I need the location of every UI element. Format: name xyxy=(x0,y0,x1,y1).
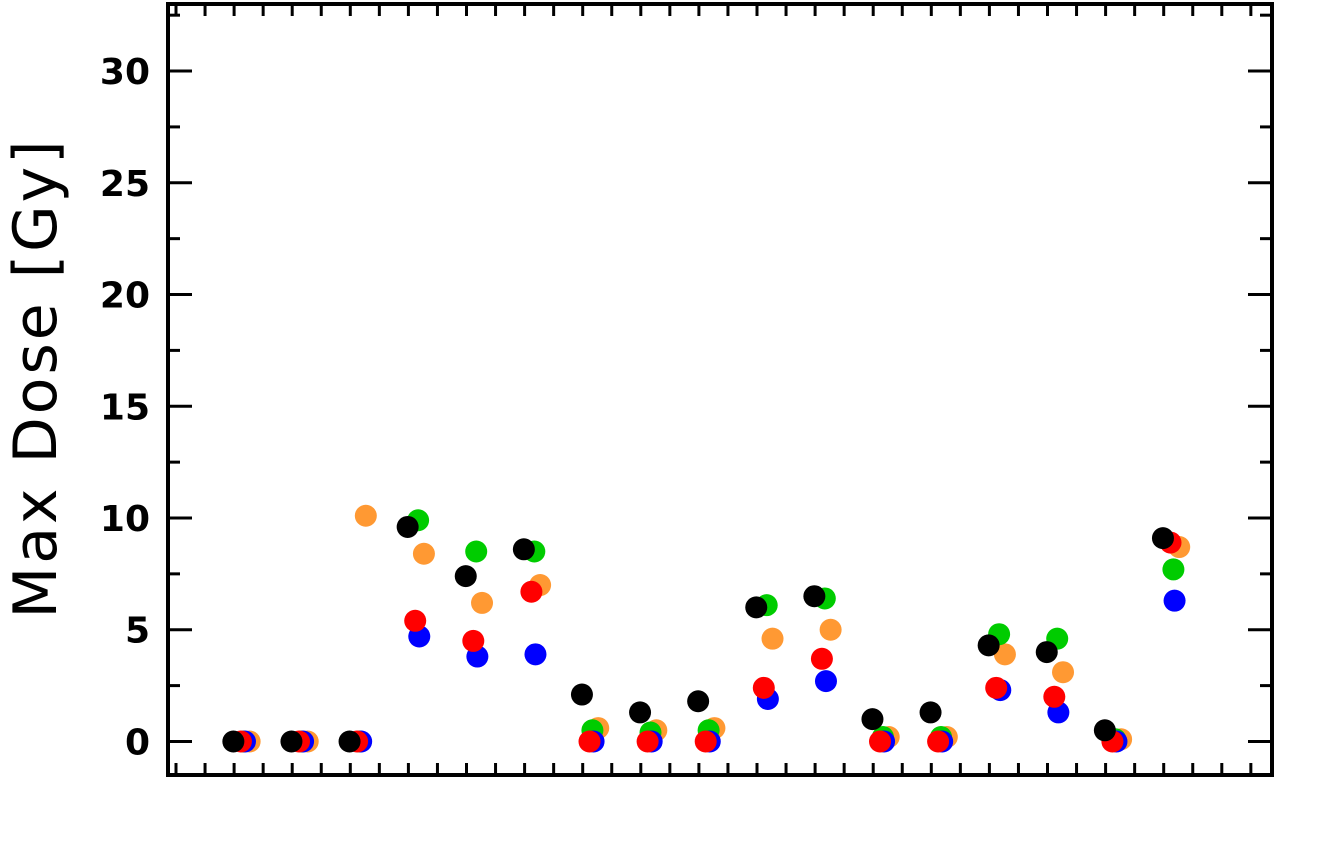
data-point xyxy=(869,730,892,753)
data-point xyxy=(396,515,419,538)
data-point xyxy=(578,730,601,753)
data-point xyxy=(752,676,775,699)
data-point xyxy=(745,596,768,619)
y-tick-label: 0 xyxy=(125,722,150,763)
data-point xyxy=(1052,661,1075,684)
data-point xyxy=(819,618,842,641)
y-tick-label: 10 xyxy=(100,499,150,540)
data-point xyxy=(1035,641,1058,664)
y-tick-label: 15 xyxy=(100,387,150,428)
data-point xyxy=(280,730,303,753)
axis-ticks xyxy=(168,4,1272,775)
data-point xyxy=(412,542,435,565)
data-point xyxy=(1151,527,1174,550)
data-point xyxy=(927,730,950,753)
data-point xyxy=(1163,589,1186,612)
data-point xyxy=(524,643,547,666)
data-point xyxy=(694,730,717,753)
y-tick-labels: 0 5 10 15 20 25 30 xyxy=(100,52,150,763)
data-point xyxy=(977,634,1000,657)
data-points xyxy=(222,504,1191,753)
data-point xyxy=(465,540,488,563)
data-point xyxy=(222,730,245,753)
data-point xyxy=(761,627,784,650)
y-tick-label: 20 xyxy=(100,276,150,317)
data-point xyxy=(570,683,593,706)
data-point xyxy=(629,701,652,724)
y-tick-label: 30 xyxy=(100,52,150,93)
data-point xyxy=(919,701,942,724)
data-point xyxy=(512,538,535,561)
y-tick-label: 25 xyxy=(100,164,150,205)
data-point xyxy=(520,580,543,603)
data-point xyxy=(810,647,833,670)
data-point xyxy=(1162,558,1185,581)
y-axis-label: Max Dose [Gy] xyxy=(1,137,71,618)
data-point xyxy=(1043,685,1066,708)
data-point xyxy=(1093,719,1116,742)
data-point xyxy=(636,730,659,753)
data-point xyxy=(803,585,826,608)
data-point xyxy=(687,690,710,713)
data-point xyxy=(454,565,477,588)
data-point xyxy=(338,730,361,753)
y-tick-label: 5 xyxy=(125,611,150,652)
plot-frame xyxy=(166,2,1274,777)
data-point xyxy=(814,670,837,693)
data-point xyxy=(861,708,884,731)
data-point xyxy=(985,676,1008,699)
data-point xyxy=(993,643,1016,666)
data-point xyxy=(471,591,494,614)
data-point xyxy=(462,629,485,652)
data-point xyxy=(354,504,377,527)
data-point xyxy=(404,609,427,632)
